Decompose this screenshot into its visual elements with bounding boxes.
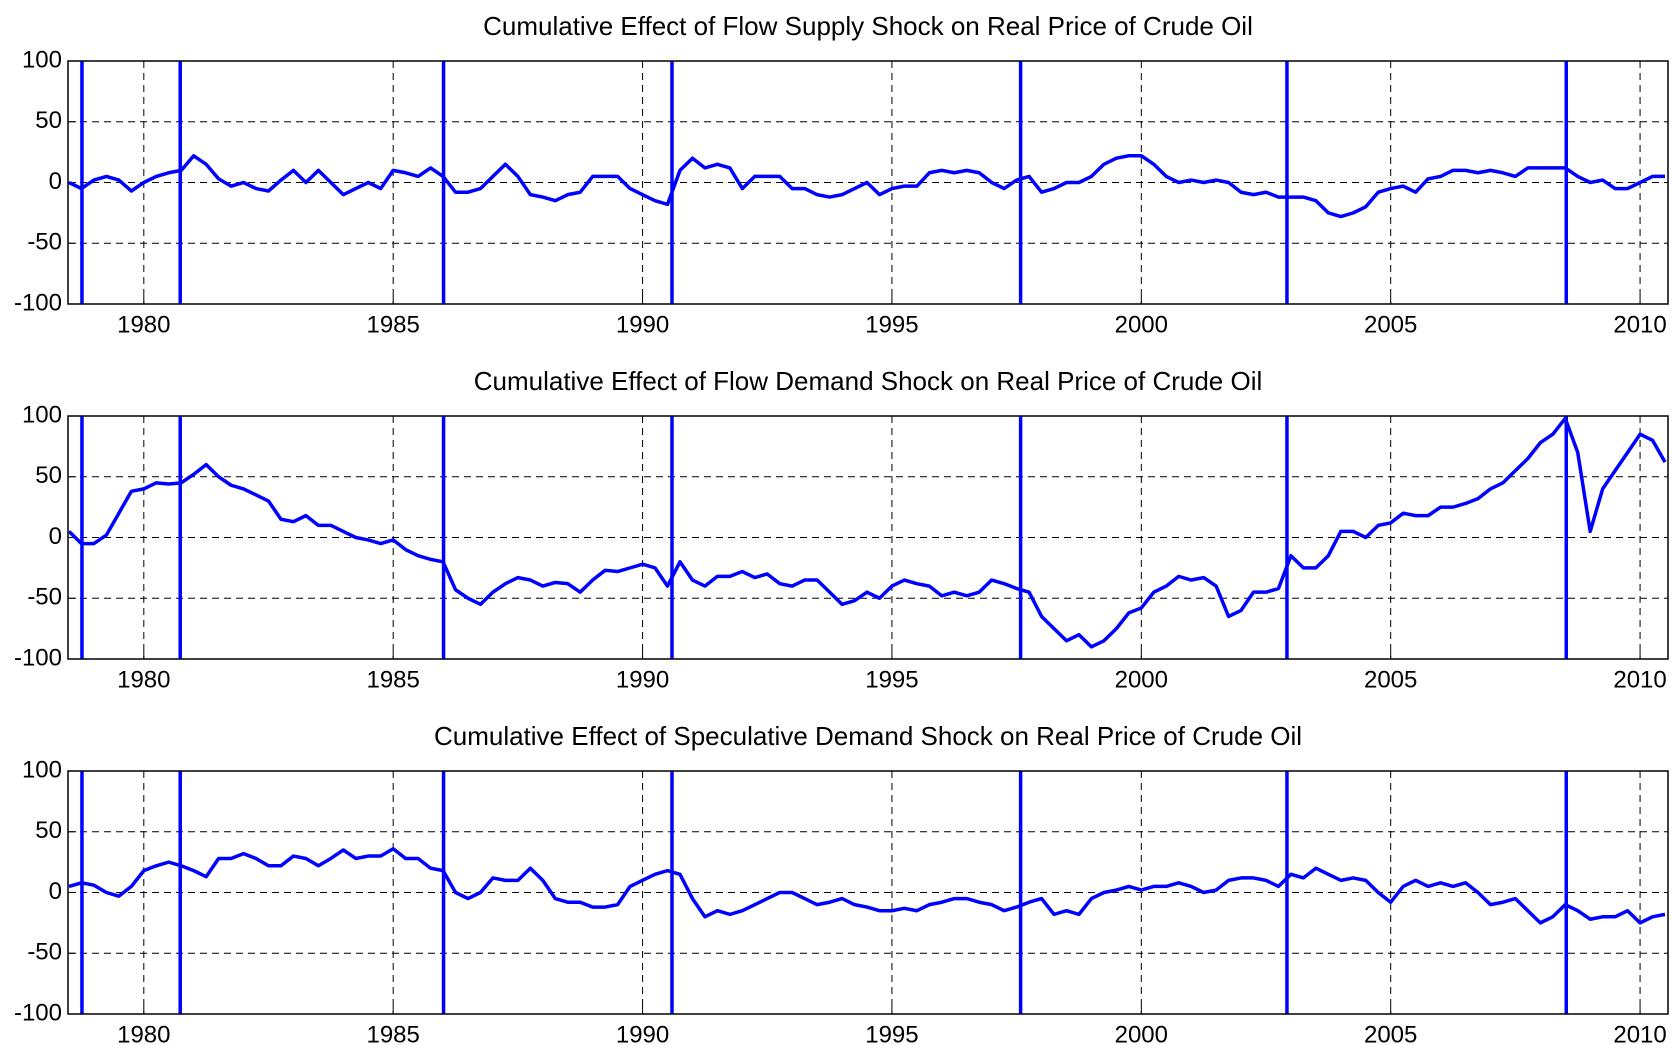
x-tick-label: 1990 <box>616 311 669 338</box>
x-tick-label: 2000 <box>1115 311 1168 338</box>
y-tick-label: -50 <box>27 229 62 256</box>
x-tick-label: 1995 <box>865 666 918 693</box>
y-tick-label: 0 <box>49 878 62 905</box>
axes-frame <box>67 415 1669 660</box>
y-tick-label: 0 <box>49 168 62 195</box>
x-tick-label: 1980 <box>117 311 170 338</box>
y-tick-label: -50 <box>27 939 62 966</box>
y-tick-label: -100 <box>14 999 62 1026</box>
panel-title: Cumulative Effect of Speculative Demand … <box>434 721 1302 751</box>
y-tick-label: 50 <box>35 107 62 134</box>
y-tick-label: -100 <box>14 289 62 316</box>
x-tick-label: 2005 <box>1364 311 1417 338</box>
y-tick-label: 100 <box>22 401 62 428</box>
x-tick-label: 1995 <box>865 1021 918 1045</box>
x-tick-label: 1980 <box>117 1021 170 1045</box>
y-tick-label: 0 <box>49 523 62 550</box>
y-tick-label: 50 <box>35 462 62 489</box>
x-tick-label: 1990 <box>616 666 669 693</box>
data-line <box>68 154 1666 219</box>
x-tick-label: 2010 <box>1613 311 1666 338</box>
axes-frame <box>67 770 1669 1015</box>
x-tick-label: 2000 <box>1115 666 1168 693</box>
x-tick-label: 1985 <box>366 666 419 693</box>
x-tick-label: 2005 <box>1364 1021 1417 1045</box>
x-tick-label: 2005 <box>1364 666 1417 693</box>
data-line <box>67 416 1667 649</box>
x-tick-label: 2010 <box>1613 1021 1666 1045</box>
y-tick-label: 50 <box>35 817 62 844</box>
y-tick-label: 100 <box>22 756 62 783</box>
x-tick-label: 2010 <box>1613 666 1666 693</box>
x-tick-label: 1990 <box>616 1021 669 1045</box>
x-tick-label: 1995 <box>865 311 918 338</box>
x-tick-label: 1980 <box>117 666 170 693</box>
x-tick-label: 1985 <box>366 1021 419 1045</box>
axes-frame <box>67 60 1669 305</box>
y-tick-label: 100 <box>22 46 62 73</box>
x-tick-label: 1985 <box>366 311 419 338</box>
data-line <box>68 847 1666 925</box>
y-tick-label: -50 <box>27 584 62 611</box>
panel-title: Cumulative Effect of Flow Demand Shock o… <box>474 366 1263 396</box>
x-tick-label: 2000 <box>1115 1021 1168 1045</box>
y-tick-label: -100 <box>14 644 62 671</box>
panel-title: Cumulative Effect of Flow Supply Shock o… <box>483 11 1253 41</box>
